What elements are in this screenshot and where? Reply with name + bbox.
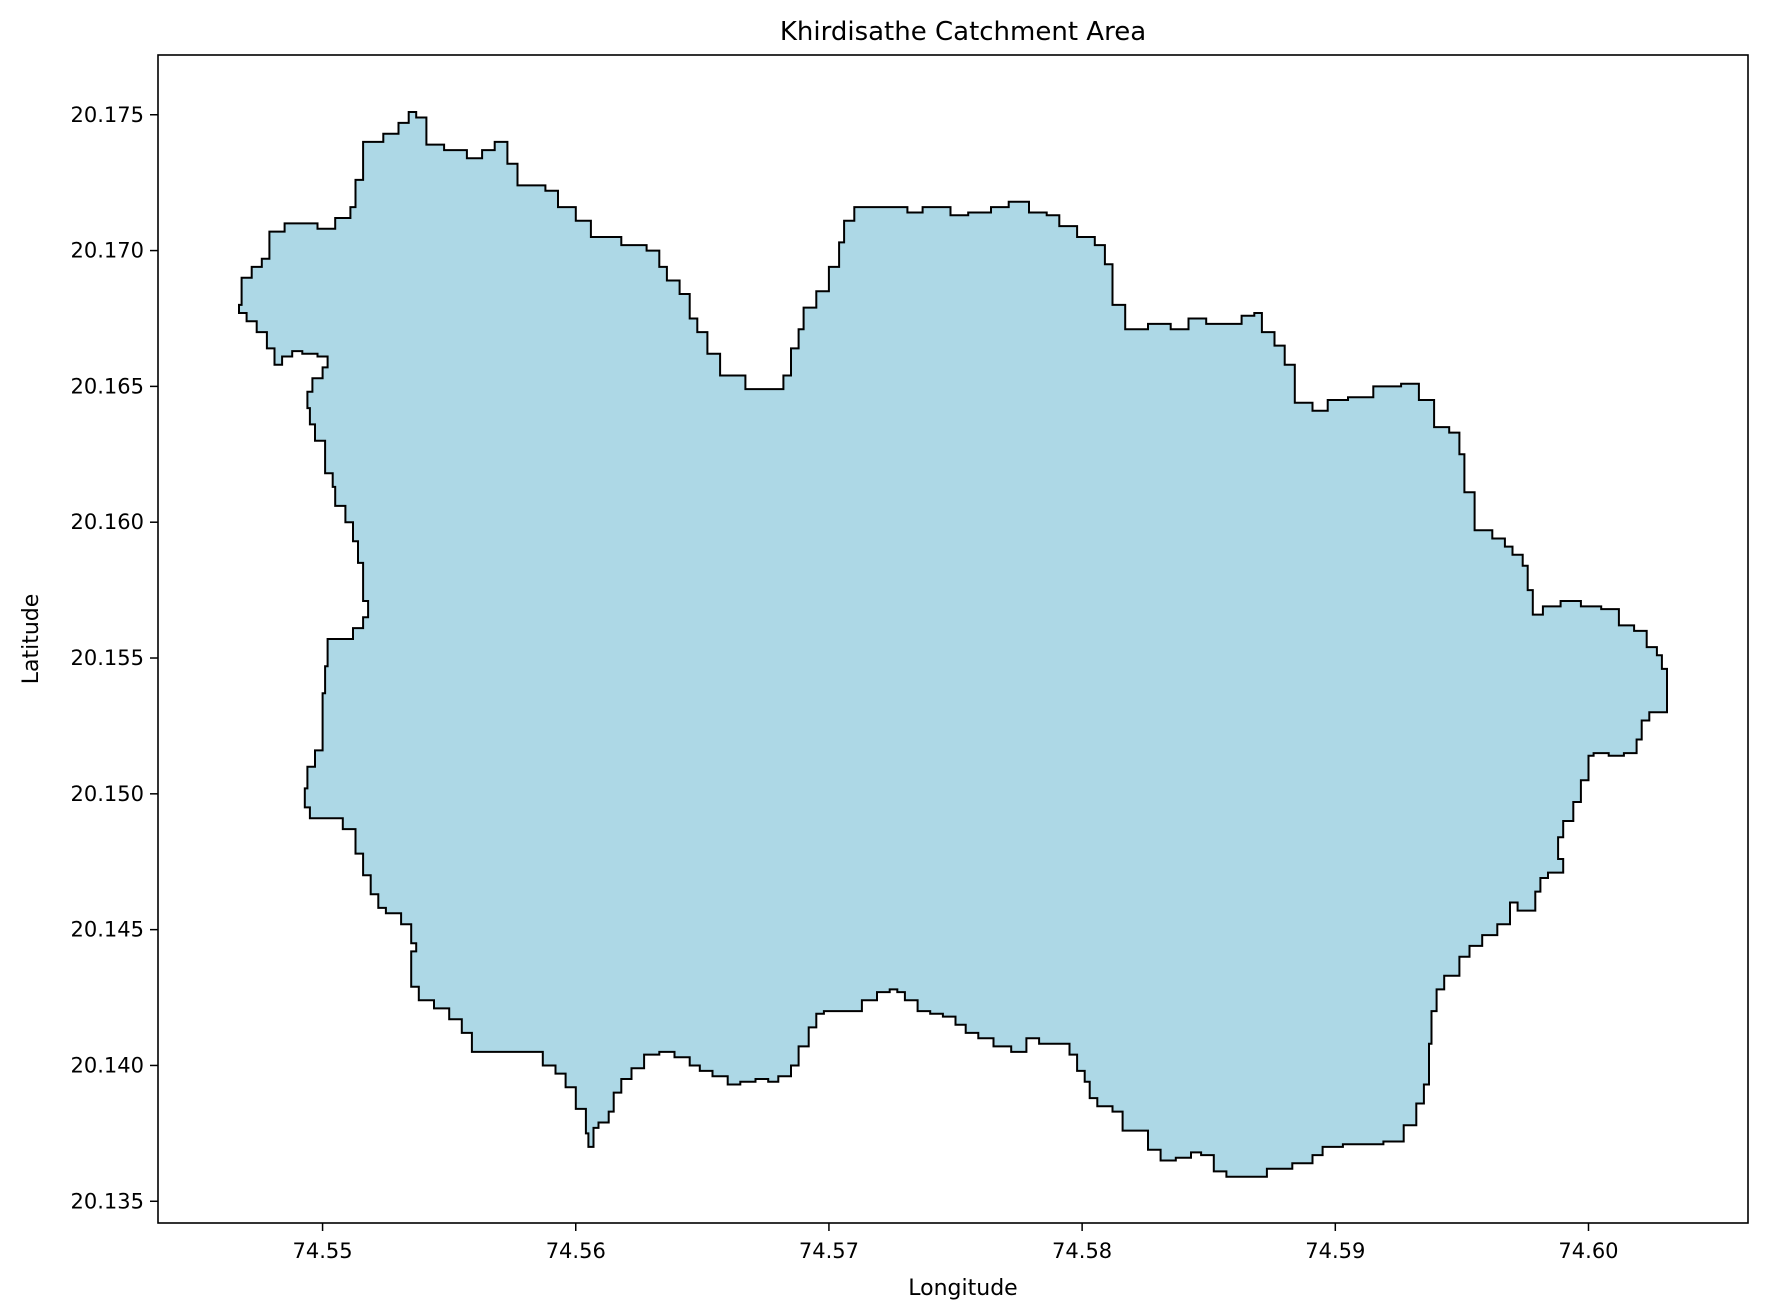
plot-area	[157, 54, 1749, 1224]
x-axis-label: Longitude	[908, 1276, 1017, 1301]
axes-frame	[157, 54, 1749, 1224]
catchment-polygon	[238, 111, 1668, 1178]
x-tick-label: 74.60	[1558, 1239, 1618, 1263]
y-tick-label: 20.150	[71, 782, 144, 806]
x-tick-label: 74.59	[1305, 1239, 1365, 1263]
y-tick-label: 20.165	[71, 374, 144, 398]
catchment-polygon-layer	[238, 111, 1668, 1178]
y-tick-label: 20.155	[71, 646, 144, 670]
y-tick-label: 20.170	[71, 239, 144, 263]
y-tick-label: 20.135	[71, 1189, 144, 1213]
y-tick-label: 20.160	[71, 510, 144, 534]
x-tick-label: 74.55	[293, 1239, 353, 1263]
y-tick-label: 20.145	[71, 918, 144, 942]
x-tick-label: 74.56	[546, 1239, 606, 1263]
y-axis-label: Latitude	[19, 594, 44, 685]
x-tick-label: 74.58	[1052, 1239, 1112, 1263]
y-axis-ticks: 20.135 20.140 20.145 20.150 20.155 20.160 20.1…	[71, 103, 158, 1213]
chart-title: Khirdisathe Catchment Area	[780, 17, 1146, 47]
y-tick-label: 20.140	[71, 1053, 144, 1077]
x-tick-label: 74.57	[799, 1239, 859, 1263]
x-axis-ticks: 74.55 74.56 74.57 74.58 74.59 74.60	[293, 1223, 1619, 1263]
y-tick-label: 20.175	[71, 103, 144, 127]
